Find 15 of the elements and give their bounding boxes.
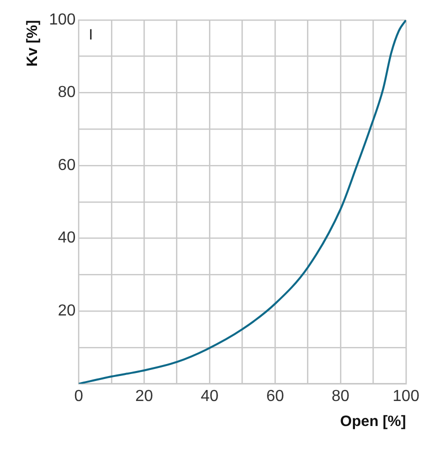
annotation: I [88, 26, 93, 44]
y-axis-title: Kv [%] [24, 20, 42, 67]
x-tick-label: 40 [200, 388, 219, 405]
x-tick-label: 20 [135, 388, 154, 405]
x-axis-title: Open [%] [340, 413, 406, 430]
x-tick-label: 100 [392, 388, 420, 405]
x-tick-label: 60 [266, 388, 284, 405]
x-tick-label: 0 [74, 388, 84, 405]
y-tick-label: 80 [58, 84, 76, 102]
line-series [78, 20, 406, 384]
y-tick-label: 20 [58, 302, 76, 320]
y-tick-label: 40 [58, 230, 76, 247]
x-tick-label: 80 [332, 388, 350, 405]
y-tick-label: 60 [58, 156, 76, 174]
y-tick-label: 100 [48, 11, 76, 28]
